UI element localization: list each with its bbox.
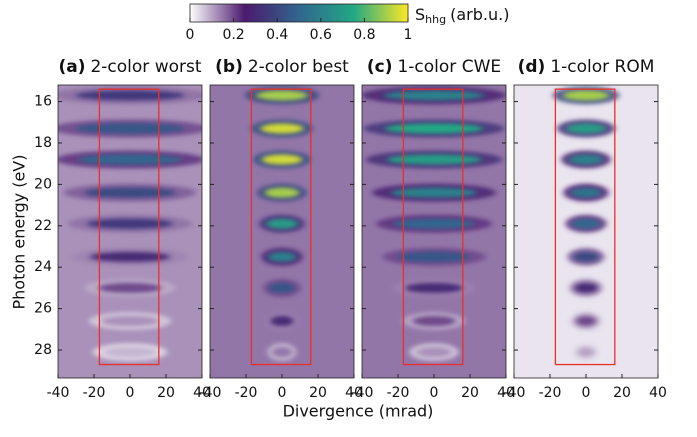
harmonic	[104, 347, 156, 358]
harmonic	[386, 154, 482, 165]
colorbar-label-sub: hhg	[425, 13, 446, 26]
harmonic	[565, 123, 607, 134]
harmonic	[562, 90, 610, 101]
x-tick-label: 0	[582, 385, 591, 401]
x-tick-label: -40	[47, 385, 70, 401]
y-tick-label: 24	[34, 259, 52, 275]
panel-title: (d) 1-color ROM	[518, 57, 655, 77]
harmonic	[412, 316, 456, 327]
panel	[362, 85, 506, 378]
harmonic	[89, 251, 171, 262]
harmonic	[256, 90, 308, 101]
roi-box	[402, 88, 464, 366]
harmonic	[260, 123, 304, 134]
y-tick-label: 20	[34, 176, 52, 192]
harmonic	[271, 347, 293, 358]
x-tick-label: 0	[430, 385, 439, 401]
harmonic	[78, 154, 182, 165]
y-tick-label: 22	[34, 218, 52, 234]
harmonic	[270, 316, 294, 327]
colorbar-label: Shhg (arb.u.)	[415, 5, 509, 27]
harmonic	[267, 251, 297, 262]
harmonic	[573, 251, 599, 262]
colorbar-label-main: S	[415, 5, 425, 24]
panel-name: 1-color CWE	[397, 57, 501, 77]
harmonic	[568, 154, 604, 165]
colorbar-tick-label: 0.6	[310, 27, 332, 43]
panel-name: 2-color worst	[90, 57, 201, 77]
roi-box	[554, 88, 616, 366]
colorbar-tick-label: 0.2	[222, 27, 244, 43]
harmonic	[390, 187, 478, 198]
harmonic	[577, 347, 595, 358]
harmonic	[385, 123, 483, 134]
panel-name: 2-color best	[248, 57, 349, 77]
panel-label: (c)	[367, 57, 393, 77]
harmonic	[393, 218, 475, 229]
x-tick-label: 0	[126, 385, 135, 401]
panel-title: (b) 2-color best	[215, 57, 349, 77]
panel	[210, 85, 354, 378]
x-tick-label: -20	[235, 385, 258, 401]
harmonic	[269, 282, 295, 293]
panel-title: (c) 1-color CWE	[367, 57, 501, 77]
harmonic	[101, 316, 159, 327]
y-tick-label: 28	[34, 342, 52, 358]
panel-title: (a) 2-color worst	[58, 57, 201, 77]
panel	[58, 85, 202, 378]
x-tick-label: 20	[309, 385, 327, 401]
harmonic	[383, 90, 485, 101]
panel	[514, 85, 658, 378]
harmonic	[75, 90, 185, 101]
colorbar-tick-label: 0.4	[266, 27, 288, 43]
harmonic	[574, 282, 598, 293]
harmonic	[570, 187, 602, 198]
colorbar-tick-label: 0	[186, 27, 195, 43]
x-tick-label: -40	[351, 385, 374, 401]
harmonic	[261, 154, 303, 165]
x-tick-label: -40	[503, 385, 526, 401]
panel-label: (a)	[58, 57, 85, 77]
harmonic	[405, 282, 463, 293]
y-axis-label: Photon energy (eV)	[10, 155, 29, 310]
colorbar-label-unit: (arb.u.)	[450, 5, 509, 24]
x-tick-label: 0	[278, 385, 287, 401]
y-tick-label: 26	[34, 301, 52, 317]
harmonic	[264, 187, 300, 198]
panel-name: 1-color ROM	[550, 57, 654, 77]
x-tick-label: 40	[649, 385, 667, 401]
x-tick-label: -20	[387, 385, 410, 401]
harmonic	[266, 218, 298, 229]
harmonic	[575, 316, 597, 327]
panel-label: (d)	[518, 57, 546, 77]
panel-label: (b)	[215, 57, 243, 77]
colorbar-tick-label: 1	[404, 27, 413, 43]
colorbar	[189, 3, 409, 23]
x-tick-label: 20	[461, 385, 479, 401]
y-tick-label: 16	[34, 94, 52, 110]
roi-box	[98, 88, 160, 366]
x-axis-label: Divergence (mrad)	[283, 402, 434, 421]
x-tick-label: -20	[83, 385, 106, 401]
harmonic	[416, 347, 452, 358]
harmonic	[83, 187, 177, 198]
harmonic	[98, 282, 162, 293]
y-tick-label: 18	[34, 135, 52, 151]
roi-box	[250, 88, 312, 366]
harmonic	[398, 251, 470, 262]
x-tick-label: 20	[613, 385, 631, 401]
harmonic	[571, 218, 601, 229]
x-tick-label: 40	[193, 385, 211, 401]
x-tick-label: -20	[539, 385, 562, 401]
x-tick-label: 40	[497, 385, 515, 401]
x-tick-label: 40	[345, 385, 363, 401]
x-tick-label: -40	[199, 385, 222, 401]
harmonic	[75, 123, 185, 134]
x-tick-label: 20	[157, 385, 175, 401]
colorbar-tick-label: 0.8	[353, 27, 375, 43]
harmonic	[86, 218, 174, 229]
